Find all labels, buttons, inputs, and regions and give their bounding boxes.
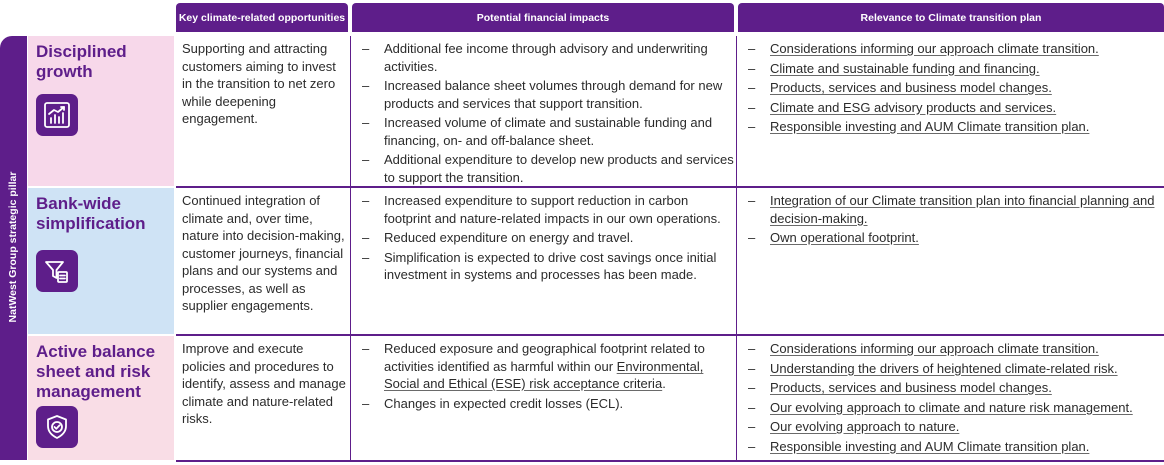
- relevance-link[interactable]: Considerations informing our approach cl…: [770, 41, 1099, 56]
- relevance-link[interactable]: Our evolving approach to climate and nat…: [770, 399, 1133, 415]
- opportunity-text: Continued integration of climate and, ov…: [182, 193, 345, 313]
- pillar-title: Disciplined growth: [36, 42, 127, 81]
- list-item: Reduced exposure and geographical footpr…: [358, 340, 734, 393]
- header-impacts: Potential financial impacts: [352, 3, 734, 32]
- row-divider: [176, 460, 1164, 462]
- growth-chart-icon: [36, 94, 78, 136]
- list-item: Considerations informing our approach cl…: [744, 340, 1164, 358]
- relevance-list: Considerations informing our approach cl…: [744, 340, 1164, 457]
- list-item: Own operational footprint.: [744, 229, 1164, 247]
- relevance-link[interactable]: Own operational footprint.: [770, 230, 919, 245]
- list-item: Changes in expected credit losses (ECL).: [358, 395, 734, 413]
- opportunity-text: Supporting and attracting customers aimi…: [182, 41, 336, 126]
- impacts-list: Increased expenditure to support reducti…: [358, 192, 734, 286]
- relevance-link[interactable]: Considerations informing our approach cl…: [770, 341, 1099, 356]
- shield-check-icon: [36, 406, 78, 448]
- list-item: Increased volume of climate and sustaina…: [358, 114, 734, 149]
- list-item: Products, services and business model ch…: [744, 79, 1164, 97]
- list-item: Additional expenditure to develop new pr…: [358, 151, 734, 186]
- list-item: Increased expenditure to support reducti…: [358, 192, 734, 227]
- strategic-pillar-sidebar: [0, 36, 27, 460]
- list-item: Our evolving approach to nature.: [744, 418, 1164, 436]
- filter-document-icon: [36, 250, 78, 292]
- list-item: Climate and sustainable funding and fina…: [744, 60, 1164, 78]
- impact-text: Reduced exposure and geographical footpr…: [384, 341, 705, 374]
- list-item: Integration of our Climate transition pl…: [744, 192, 1164, 227]
- impact-text: .: [662, 376, 666, 391]
- list-item: Our evolving approach to climate and nat…: [744, 399, 1164, 417]
- relevance-link[interactable]: Products, services and business model ch…: [770, 380, 1052, 395]
- relevance-link[interactable]: Our evolving approach to nature.: [770, 419, 960, 434]
- column-divider: [350, 36, 351, 460]
- column-divider: [736, 36, 737, 460]
- list-item: Reduced expenditure on energy and travel…: [358, 229, 734, 247]
- impacts-list: Additional fee income through advisory a…: [358, 40, 734, 188]
- pillar-cell: Active balance sheet and risk management: [28, 336, 174, 460]
- list-item: Understanding the drivers of heightened …: [744, 360, 1164, 378]
- relevance-link[interactable]: Climate and sustainable funding and fina…: [770, 60, 1040, 76]
- pillar-cell: Bank-wide simplification: [28, 188, 174, 334]
- table-row: Bank-wide simplification Continued integ…: [28, 188, 1164, 334]
- relevance-link[interactable]: Climate and ESG advisory products and se…: [770, 99, 1057, 115]
- pillar-title: Active balance sheet and risk management: [36, 342, 156, 401]
- ese-criteria-link[interactable]: Environmental, Social and Ethical (ESE) …: [384, 358, 704, 392]
- relevance-link[interactable]: Products, services and business model ch…: [770, 80, 1052, 95]
- list-item: Responsible investing and AUM Climate tr…: [744, 118, 1164, 136]
- row-divider: [176, 186, 1164, 188]
- table-row: Disciplined growth Supporting and attrac…: [28, 36, 1164, 186]
- pillar-title: Bank-wide simplification: [36, 194, 146, 233]
- header-relevance: Relevance to Climate transition plan: [738, 3, 1164, 32]
- list-item: Increased balance sheet volumes through …: [358, 77, 734, 112]
- opportunity-text: Improve and execute policies and procedu…: [182, 341, 346, 426]
- impacts-list: Reduced exposure and geographical footpr…: [358, 340, 734, 414]
- table-row: Active balance sheet and risk management…: [28, 336, 1164, 460]
- relevance-link[interactable]: Understanding the drivers of heightened …: [770, 360, 1118, 376]
- relevance-link[interactable]: Integration of our Climate transition pl…: [770, 193, 1155, 226]
- relevance-list: Integration of our Climate transition pl…: [744, 192, 1164, 249]
- relevance-link[interactable]: Responsible investing and AUM Climate tr…: [770, 119, 1090, 134]
- list-item: Considerations informing our approach cl…: [744, 40, 1164, 58]
- list-item: Products, services and business model ch…: [744, 379, 1164, 397]
- list-item: Additional fee income through advisory a…: [358, 40, 734, 75]
- list-item: Responsible investing and AUM Climate tr…: [744, 438, 1164, 456]
- strategic-pillar-label: NatWest Group strategic pillar: [7, 171, 19, 323]
- relevance-link[interactable]: Responsible investing and AUM Climate tr…: [770, 438, 1090, 454]
- row-divider: [176, 334, 1164, 336]
- relevance-list: Considerations informing our approach cl…: [744, 40, 1164, 138]
- list-item: Simplification is expected to drive cost…: [358, 249, 734, 284]
- pillar-cell: Disciplined growth: [28, 36, 174, 186]
- header-opportunities: Key climate-related opportunities: [176, 3, 348, 32]
- list-item: Climate and ESG advisory products and se…: [744, 99, 1164, 117]
